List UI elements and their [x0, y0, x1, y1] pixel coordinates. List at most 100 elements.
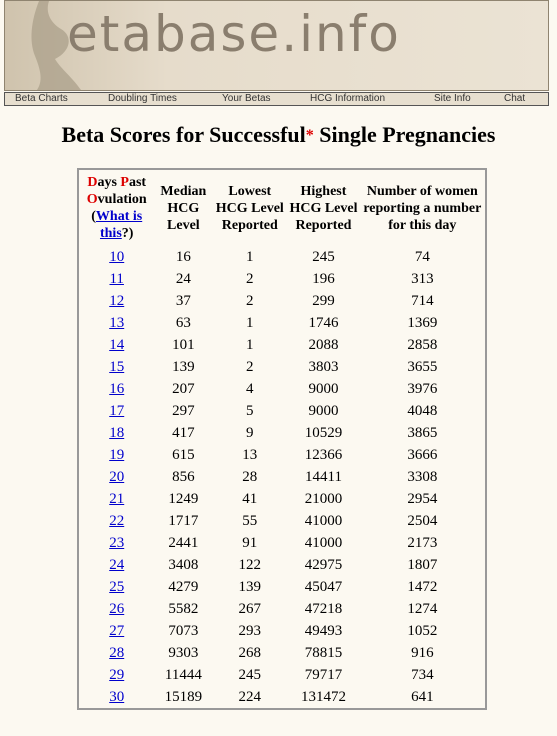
day-link[interactable]: 10 — [109, 248, 125, 265]
day-link[interactable]: 18 — [109, 424, 125, 441]
value-cell: 2858 — [407, 336, 438, 353]
day-cell: 15 — [79, 356, 154, 378]
value-cell: 63 — [175, 314, 191, 331]
day-link[interactable]: 21 — [109, 490, 125, 507]
value-cell: 9303 — [168, 644, 199, 661]
table-row: 26 5582 267 47218 1274 — [79, 598, 485, 620]
logo-silhouette — [31, 1, 81, 90]
value-cell: 4279 — [168, 578, 199, 595]
table-row: 12 37 2 299 714 — [79, 290, 485, 312]
value-cell: 5582 — [168, 600, 199, 617]
table-row: 11 24 2 196 313 — [79, 268, 485, 290]
day-link[interactable]: 13 — [109, 314, 125, 331]
nav-link[interactable]: Your Betas — [222, 93, 271, 104]
table-row: 20 856 28 14411 3308 — [79, 466, 485, 488]
column-header: Days Past Ovulation (What is this?) — [79, 170, 154, 246]
day-link[interactable]: 20 — [109, 468, 125, 485]
value-cell: 122 — [238, 556, 262, 573]
day-link[interactable]: 25 — [109, 578, 125, 595]
header-text: vulation ( — [91, 192, 147, 224]
value-cell: 1369 — [407, 314, 438, 331]
day-link[interactable]: 15 — [109, 358, 125, 375]
title-text: Single Pregnancies — [313, 122, 496, 147]
day-link[interactable]: 28 — [109, 644, 125, 661]
nav-bar: Beta Charts Doubling Times Your Betas HCG I… — [4, 92, 549, 106]
value-cell: 3803 — [308, 358, 339, 375]
value-cell: 41000 — [304, 534, 343, 551]
title-asterisk[interactable]: * — [305, 127, 314, 144]
day-link[interactable]: 12 — [109, 292, 125, 309]
value-cell: 313 — [411, 270, 434, 287]
header-text: ast — [128, 175, 147, 190]
day-link[interactable]: 11 — [109, 270, 124, 287]
value-cell: 41000 — [304, 512, 343, 529]
value-cell: 714 — [411, 292, 434, 309]
value-cell: 47218 — [304, 600, 343, 617]
day-cell: 24 — [79, 554, 154, 576]
day-cell: 11 — [79, 268, 154, 290]
day-link[interactable]: 24 — [109, 556, 125, 573]
value-cell: 10529 — [304, 424, 343, 441]
table-row: 27 7073 293 49493 1052 — [79, 620, 485, 642]
nav-link[interactable]: HCG Information — [310, 93, 386, 104]
header-text: P — [120, 175, 129, 190]
nav-link[interactable]: Doubling Times — [108, 93, 177, 104]
table-row: 16 207 4 9000 3976 — [79, 378, 485, 400]
value-cell: 268 — [238, 644, 262, 661]
value-cell: 5 — [246, 402, 254, 419]
value-cell: 1717 — [168, 512, 199, 529]
banner: etabase.info — [4, 0, 549, 91]
value-cell: 1 — [246, 248, 254, 265]
header-text: D — [87, 175, 98, 190]
value-cell: 1 — [246, 336, 254, 353]
value-cell: 49493 — [304, 622, 343, 639]
day-cell: 28 — [79, 642, 154, 664]
value-cell: 55 — [242, 512, 258, 529]
table-row: 21 1249 41 21000 2954 — [79, 488, 485, 510]
day-cell: 16 — [79, 378, 154, 400]
column-header: Median HCG Level — [160, 183, 207, 233]
day-link[interactable]: 29 — [109, 666, 125, 683]
value-cell: 1274 — [407, 600, 438, 617]
value-cell: 11444 — [164, 666, 202, 683]
value-cell: 2954 — [407, 490, 438, 507]
day-cell: 21 — [79, 488, 154, 510]
day-link[interactable]: 23 — [109, 534, 125, 551]
nav-link[interactable]: Chat — [504, 93, 526, 104]
header-text: ?) — [121, 226, 134, 241]
day-link[interactable]: 14 — [109, 336, 125, 353]
value-cell: 42975 — [304, 556, 343, 573]
value-cell: 1807 — [407, 556, 438, 573]
header-text: ays — [97, 175, 121, 190]
value-cell: 139 — [172, 358, 195, 375]
day-cell: 29 — [79, 664, 154, 686]
value-cell: 615 — [172, 446, 195, 463]
value-cell: 28 — [242, 468, 258, 485]
value-cell: 3976 — [407, 380, 438, 397]
nav-link[interactable]: Beta Charts — [15, 93, 68, 104]
day-link[interactable]: 19 — [109, 446, 125, 463]
value-cell: 2173 — [407, 534, 438, 551]
value-cell: 13 — [242, 446, 258, 463]
day-cell: 13 — [79, 312, 154, 334]
table-row: 19 615 13 12366 3666 — [79, 444, 485, 466]
day-cell: 30 — [79, 686, 154, 708]
value-cell: 101 — [172, 336, 195, 353]
day-link[interactable]: 30 — [109, 688, 125, 705]
value-cell: 9000 — [308, 402, 339, 419]
column-header: Number of women reporting a number for t… — [363, 183, 482, 233]
value-cell: 734 — [411, 666, 434, 683]
value-cell: 41 — [242, 490, 258, 507]
value-cell: 1249 — [168, 490, 199, 507]
value-cell: 12366 — [304, 446, 343, 463]
day-link[interactable]: 16 — [109, 380, 125, 397]
day-link[interactable]: 22 — [109, 512, 125, 529]
nav-link[interactable]: Site Info — [434, 93, 471, 104]
day-link[interactable]: 26 — [109, 600, 125, 617]
help-link[interactable]: What is this — [95, 209, 143, 241]
day-link[interactable]: 17 — [109, 402, 125, 419]
table-row: 10 16 1 245 74 — [79, 246, 485, 268]
value-cell: 37 — [175, 292, 191, 309]
logo[interactable]: etabase.info — [67, 5, 401, 63]
day-link[interactable]: 27 — [109, 622, 125, 639]
